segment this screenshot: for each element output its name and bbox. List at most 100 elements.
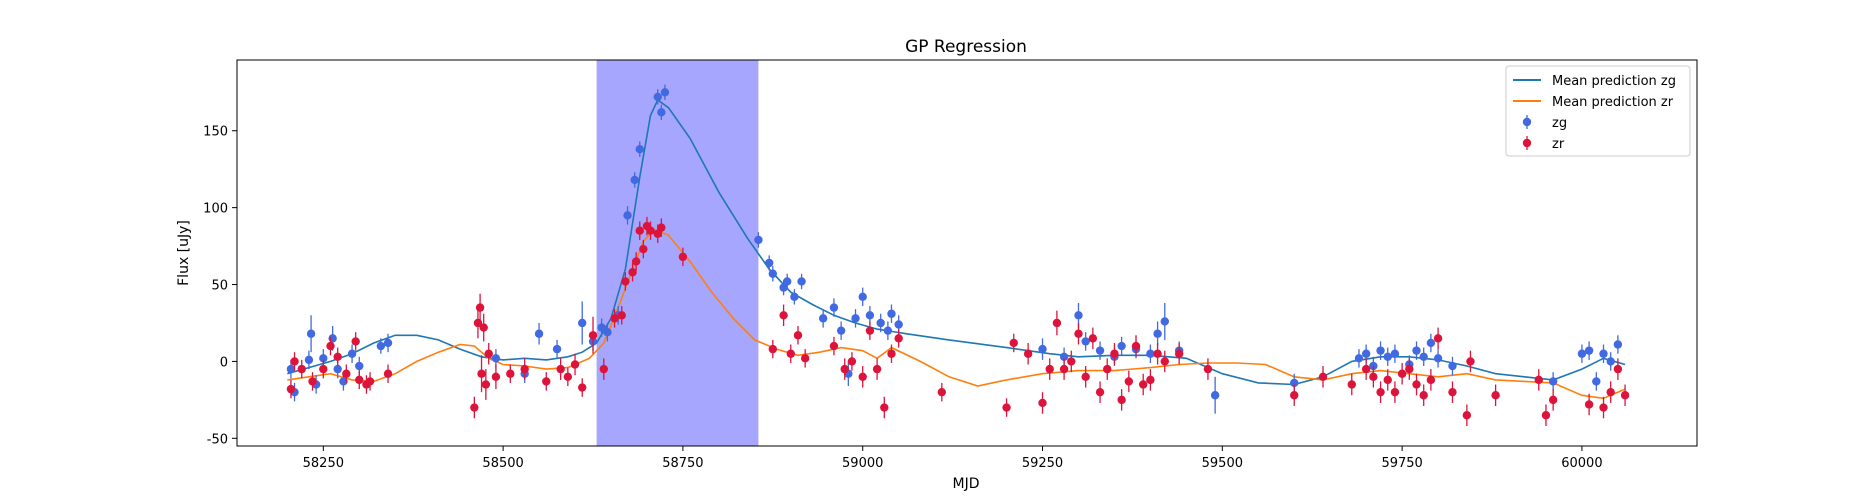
legend-box: [1505, 65, 1691, 157]
point-zr: [475, 303, 485, 312]
point-zr: [631, 257, 641, 266]
point-zg: [1419, 352, 1428, 362]
point-zr: [290, 357, 299, 366]
point-zr: [1153, 349, 1162, 358]
point-zg: [306, 329, 316, 338]
point-zr: [1124, 377, 1134, 386]
point-zr: [1318, 372, 1328, 381]
point-zg: [603, 327, 612, 337]
chart-title: GP Regression: [905, 37, 1027, 57]
point-zg: [1146, 349, 1155, 358]
point-zg: [876, 318, 885, 328]
point-zr: [1599, 403, 1608, 412]
point-zg: [1592, 377, 1601, 386]
point-zr: [542, 377, 551, 386]
point-zr: [588, 331, 598, 340]
point-zg: [657, 108, 666, 117]
point-zg: [1059, 352, 1069, 362]
point-zg: [339, 377, 348, 386]
point-zr: [1095, 387, 1105, 397]
legend-label: zg: [1552, 116, 1567, 131]
point-zr: [1160, 357, 1169, 366]
point-zg: [355, 361, 364, 371]
point-zr: [477, 369, 486, 378]
point-zr: [383, 369, 393, 378]
point-zr: [639, 244, 648, 254]
point-zr: [786, 349, 795, 358]
point-zg: [1117, 341, 1126, 351]
point-zg: [836, 326, 846, 335]
point-zr: [1052, 318, 1062, 328]
point-zr: [556, 364, 565, 374]
point-zr: [481, 380, 491, 389]
point-zg: [630, 175, 639, 185]
point-zg: [754, 235, 763, 245]
point-zr: [308, 377, 317, 386]
point-zg: [851, 314, 860, 323]
point-zr: [1412, 380, 1421, 389]
point-zr: [1548, 395, 1558, 405]
point-zr: [1347, 380, 1356, 389]
point-zr: [333, 352, 342, 362]
point-zr: [653, 229, 662, 238]
point-zr: [1088, 334, 1098, 343]
point-zr: [297, 364, 306, 374]
point-zg: [1081, 337, 1090, 346]
point-zr: [1290, 391, 1299, 400]
point-zg: [1095, 346, 1105, 355]
point-zr: [1139, 380, 1148, 389]
y-tick-label: 50: [211, 279, 228, 294]
plot-frame: [236, 59, 1698, 447]
point-zg: [552, 344, 562, 354]
point-zr: [1131, 341, 1141, 351]
point-zr: [1203, 364, 1213, 374]
point-zg: [790, 292, 799, 302]
point-zg: [347, 349, 357, 358]
point-zr: [506, 369, 515, 378]
point-zr: [470, 403, 479, 412]
point-zg: [1606, 357, 1615, 366]
point-zg: [1361, 349, 1371, 358]
x-tick-label: 59250: [1022, 456, 1063, 471]
point-zr: [1466, 357, 1475, 366]
point-zg: [328, 334, 337, 343]
point-zr: [1081, 372, 1090, 381]
x-axis: 58250 58500 58750 59000 59250 59500 59750 60000: [303, 446, 1603, 471]
point-zr: [1110, 349, 1119, 358]
point-zr: [1045, 364, 1054, 374]
legend-label: zr: [1552, 137, 1565, 152]
point-zr: [1426, 375, 1436, 385]
point-zr: [342, 369, 351, 378]
point-zr: [865, 326, 875, 335]
point-zg: [660, 88, 670, 97]
point-zr: [887, 349, 896, 358]
legend-label: Mean prediction zg: [1552, 74, 1676, 89]
point-zr: [847, 357, 857, 366]
point-zr: [1491, 391, 1500, 400]
point-zg: [333, 364, 342, 374]
point-zr: [578, 383, 587, 392]
y-tick-label: 0: [220, 355, 228, 370]
y-axis-label: Flux [uJy]: [176, 220, 192, 286]
point-zg: [491, 354, 501, 363]
point-zg: [623, 211, 632, 220]
point-zr: [1534, 375, 1543, 385]
point-zg: [1376, 346, 1385, 355]
point-zg: [1160, 317, 1169, 326]
legend-items: Mean prediction zg Mean prediction zr zg zr: [1513, 74, 1676, 152]
point-zg: [1210, 391, 1220, 400]
point-zr: [1369, 372, 1378, 381]
point-zr: [1067, 357, 1076, 366]
point-zg: [1426, 338, 1436, 348]
point-zr: [840, 364, 849, 374]
x-tick-label: 59750: [1381, 456, 1422, 471]
point-zg: [1074, 311, 1083, 320]
legend-swatch-point: [1522, 138, 1532, 148]
point-zg: [883, 326, 893, 335]
point-zr: [1038, 398, 1047, 408]
point-zr: [1433, 334, 1443, 343]
point-zr: [1002, 403, 1011, 412]
y-tick-label: 150: [203, 125, 228, 140]
point-zr: [872, 364, 882, 374]
